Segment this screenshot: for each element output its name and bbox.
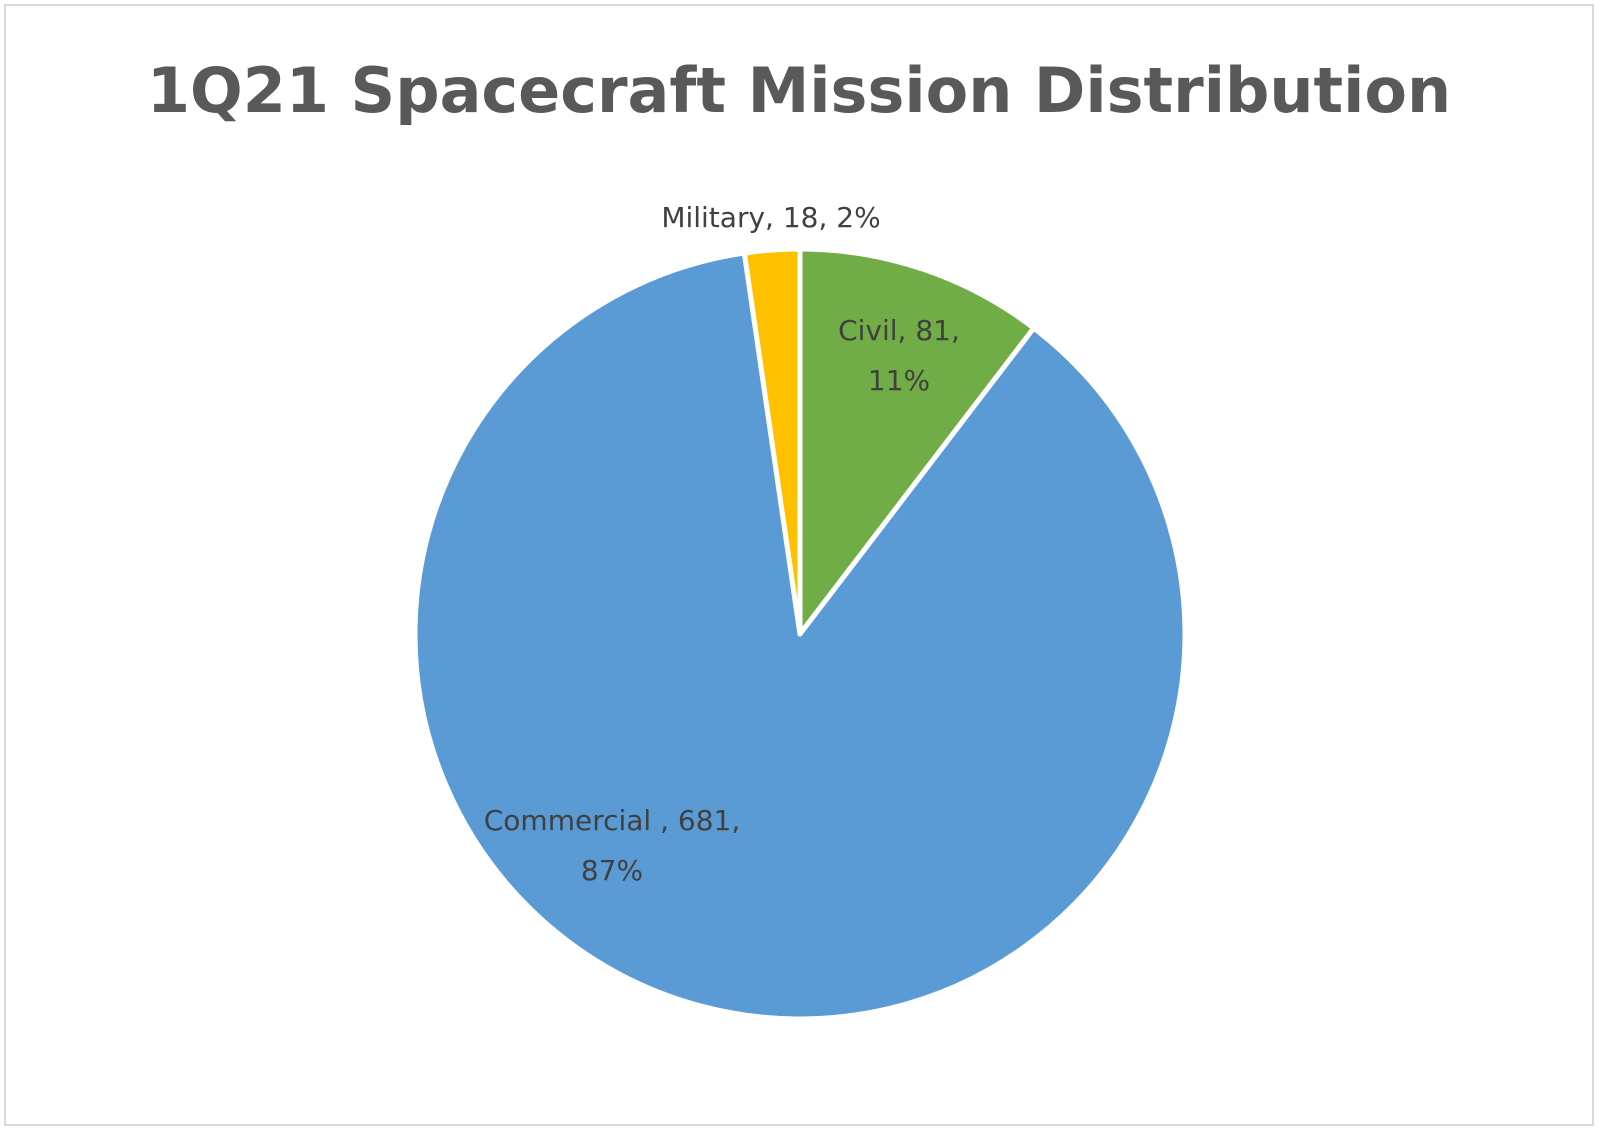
- data-label-military: Military, 18, 2%: [661, 201, 880, 234]
- chart-title: 1Q21 Spacecraft Mission Distribution: [146, 54, 1452, 127]
- data-label-civil: Civil, 81, 11%: [838, 314, 960, 397]
- pie-slice-civil: [797, 246, 1037, 637]
- pie-slice-military: [741, 246, 803, 637]
- data-label-commercial: Commercial , 681, 87%: [484, 804, 741, 887]
